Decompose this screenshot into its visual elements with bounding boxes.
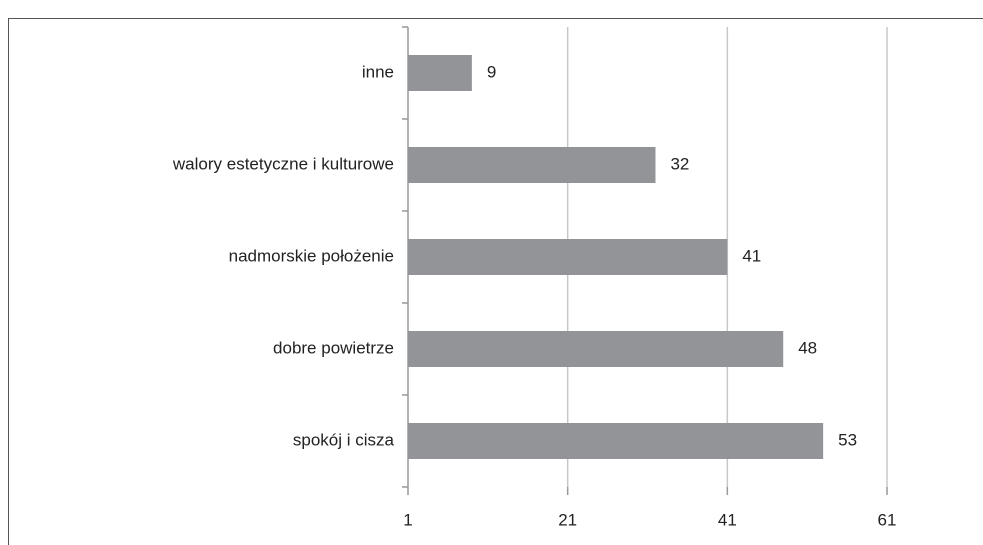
y-tick-label: nadmorskie położenie — [229, 246, 394, 265]
value-label: 48 — [798, 338, 817, 357]
x-tick-label: 61 — [878, 510, 897, 529]
y-tick-label: dobre powietrze — [273, 338, 394, 357]
x-tick-label: 41 — [718, 510, 737, 529]
x-tick-label: 1 — [403, 510, 412, 529]
bar — [408, 423, 824, 459]
value-label: 9 — [487, 62, 496, 81]
bar — [408, 55, 472, 91]
y-tick-label: inne — [362, 62, 394, 81]
bar — [408, 147, 656, 183]
y-tick-label: spokój i cisza — [293, 430, 395, 449]
x-tick-label: 21 — [558, 510, 577, 529]
bar — [408, 331, 784, 367]
chart-frame — [8, 18, 983, 545]
value-label: 32 — [670, 154, 689, 173]
value-label: 41 — [742, 246, 761, 265]
bar — [408, 239, 728, 275]
y-tick-label: walory estetyczne i kulturowe — [172, 154, 394, 173]
value-label: 53 — [838, 430, 857, 449]
